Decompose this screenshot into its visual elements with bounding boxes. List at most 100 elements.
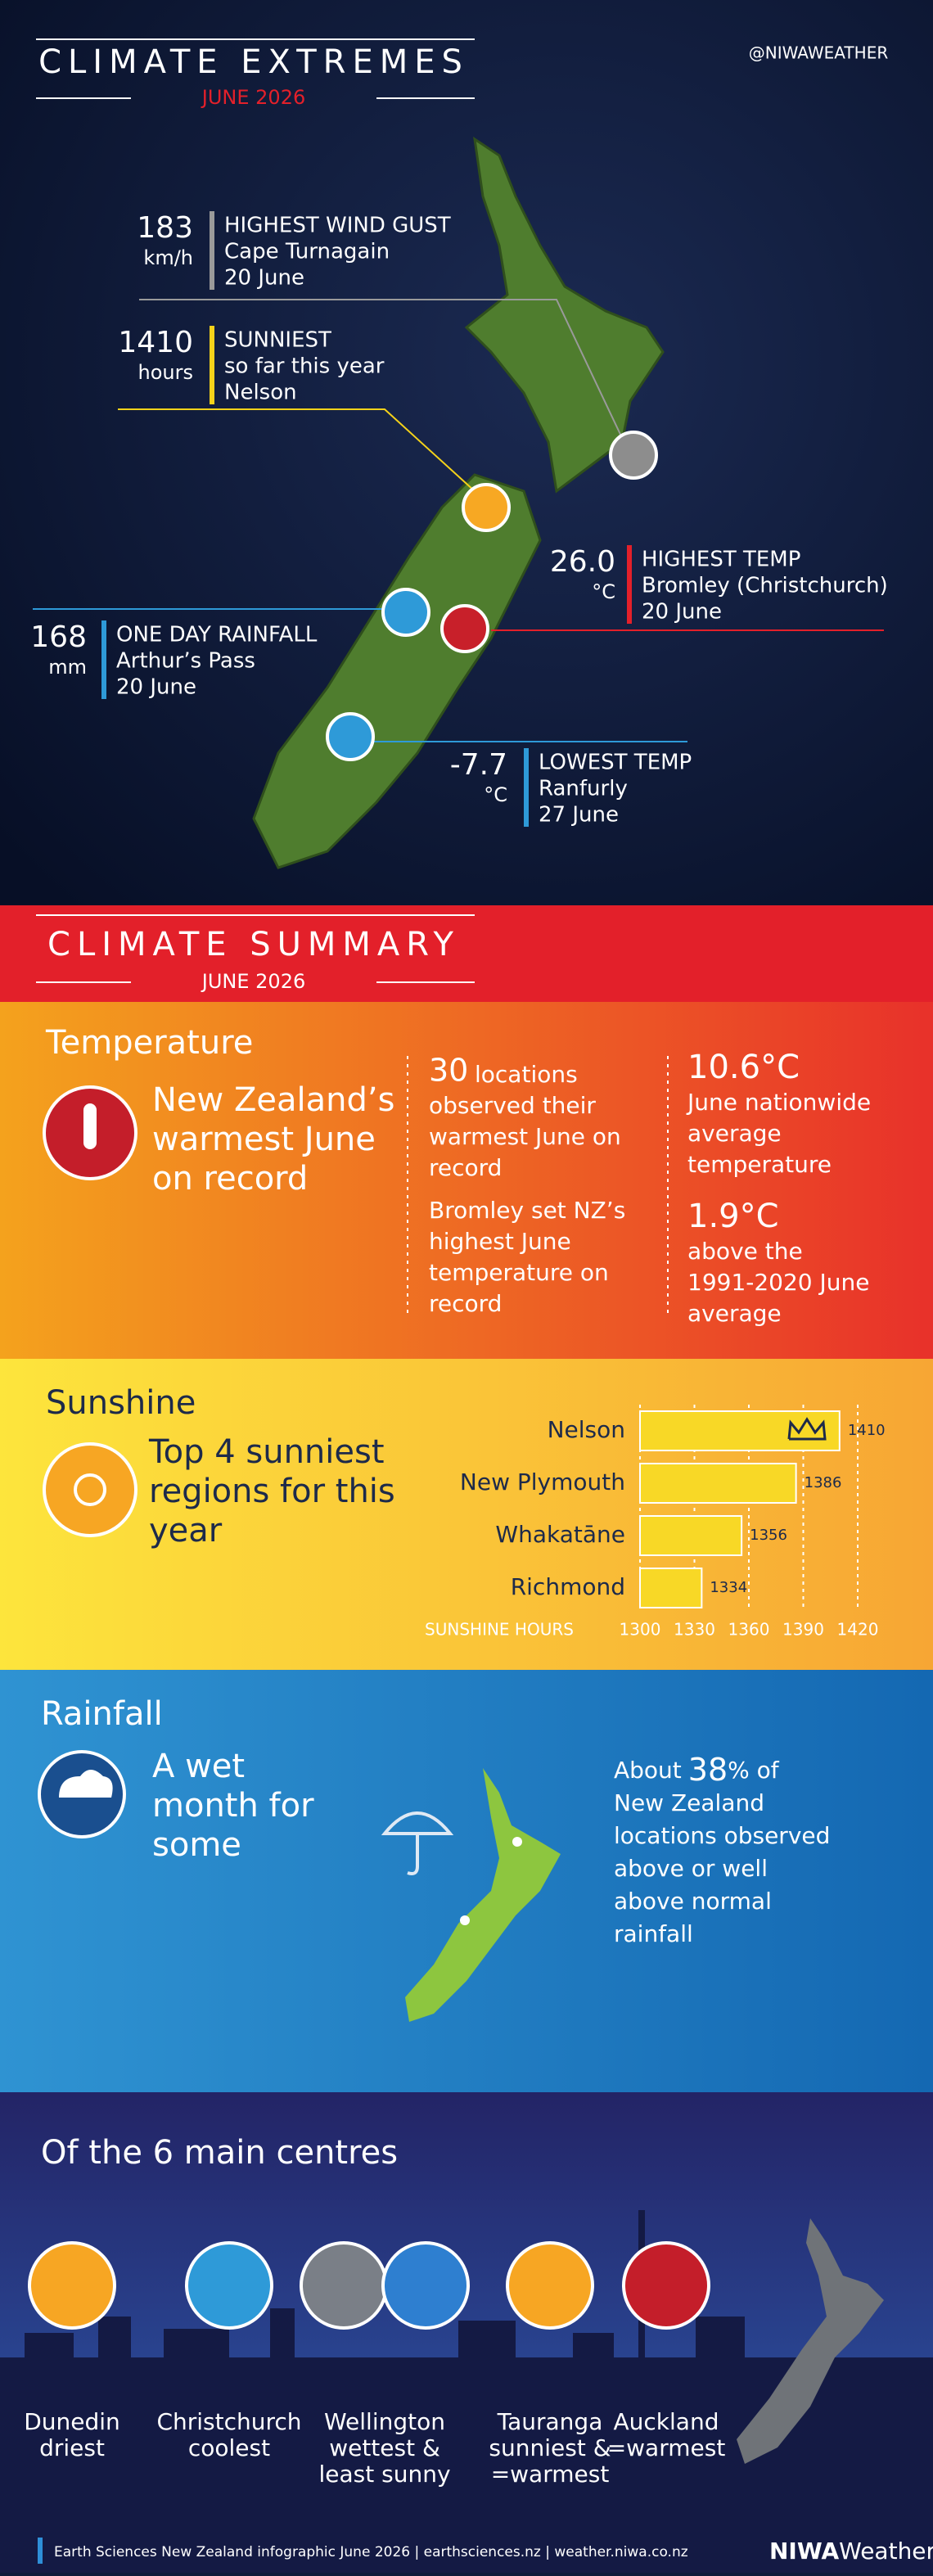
extreme-unit: mm [48, 656, 87, 679]
extreme-value: 168 [30, 620, 87, 654]
temperature-bg [0, 1002, 933, 1359]
extreme-detail: so far this year [224, 354, 385, 379]
extreme-unit: km/h [143, 246, 193, 269]
stat-text: record [429, 1154, 502, 1181]
city-name: Christchurch [156, 2408, 301, 2435]
section-heading: Temperature [45, 1024, 253, 1062]
extreme-detail: 27 June [539, 803, 619, 828]
city-note: sunniest & [489, 2434, 611, 2461]
headline: some [152, 1826, 241, 1864]
leader-line [139, 299, 631, 456]
headline: Top 4 sunniest [148, 1433, 385, 1471]
headline: warmest June [152, 1121, 376, 1158]
stat-text: locations observed [614, 1822, 830, 1849]
stat-text: 1991-2020 June [687, 1269, 870, 1296]
x-tick-label: 1390 [782, 1620, 824, 1640]
stat-text: highest June [429, 1228, 571, 1255]
extreme-detail: Cape Turnagain [224, 240, 390, 264]
x-tick-label: 1330 [674, 1620, 715, 1640]
nz-map-rain [405, 1768, 561, 2022]
x-axis-label: SUNSHINE HOURS [425, 1620, 574, 1640]
map-icon [381, 588, 430, 637]
leader-line [118, 408, 476, 492]
accent-bar [524, 748, 529, 827]
city-note: coolest [188, 2434, 270, 2461]
rain-drop [512, 1837, 522, 1847]
centre-icon [28, 2241, 116, 2330]
summary-title: CLIMATE SUMMARY [47, 926, 460, 963]
extreme-detail: Ranfurly [539, 777, 628, 801]
stat-text: average [687, 1120, 782, 1147]
map-icon [326, 712, 375, 761]
city-name: Wellington [324, 2408, 445, 2435]
subtitle: JUNE 2026 [201, 86, 305, 109]
extreme-detail: Arthur’s Pass [116, 649, 255, 674]
summary-subtitle: JUNE 2026 [201, 970, 305, 993]
bar [639, 1463, 797, 1504]
stat-text: warmest June on [429, 1123, 621, 1150]
extreme-detail: 20 June [116, 675, 196, 700]
extreme-unit: °C [592, 580, 615, 603]
rainfall-bg [0, 1670, 933, 2092]
extreme-detail: Bromley (Christchurch) [642, 574, 888, 598]
stat-text: New Zealand [614, 1789, 764, 1816]
umbrella-icon [381, 1811, 454, 1875]
extreme-value: 26.0 [550, 545, 615, 579]
city-note: =warmest [491, 2461, 610, 2488]
summary-band [0, 905, 933, 1002]
extreme-value: 1410 [118, 326, 193, 359]
stat-text: About 38% of [614, 1752, 780, 1788]
city-name: Auckland [614, 2408, 719, 2435]
x-tick-label: 1360 [728, 1620, 770, 1640]
stat-text: above or well [614, 1855, 768, 1882]
x-tick-label: 1420 [837, 1620, 879, 1640]
bar [639, 1515, 743, 1556]
extremes-bg [0, 0, 933, 905]
cloud [59, 1770, 113, 1798]
stat-text: Bromley set NZ’s [429, 1197, 625, 1224]
extreme-label: HIGHEST WIND GUST [224, 214, 451, 238]
value-label: 1410 [848, 1422, 886, 1439]
stat-big: 30 [429, 1053, 468, 1089]
centre-icon [381, 2241, 470, 2330]
headline: year [149, 1512, 223, 1550]
accent-bar [210, 211, 214, 290]
headline: month for [152, 1787, 314, 1825]
section-heading: Of the 6 main centres [41, 2134, 398, 2172]
centre-icon [185, 2241, 273, 2330]
stat-text: record [429, 1290, 502, 1317]
stat-text: temperature on [429, 1259, 609, 1286]
extreme-unit: hours [138, 361, 193, 384]
extreme-label: LOWEST TEMP [539, 751, 692, 775]
sunshine-icon [43, 1442, 137, 1537]
title: CLIMATE EXTREMES [38, 43, 469, 81]
value-label: 1356 [750, 1527, 787, 1544]
stat-text: rainfall [614, 1920, 693, 1947]
crown [787, 1417, 827, 1441]
city-note: wettest & [329, 2434, 440, 2461]
extreme-unit: °C [484, 783, 507, 806]
map-icon [462, 483, 511, 532]
stat-text: above the [687, 1238, 803, 1265]
thermometer [83, 1103, 97, 1149]
extreme-detail: Nelson [224, 381, 297, 405]
headline: regions for this [149, 1473, 395, 1510]
stat-text: June nationwide [686, 1089, 871, 1116]
map-icon [609, 431, 658, 480]
sun [74, 1473, 106, 1506]
city-note: least sunny [318, 2461, 450, 2488]
category-label: Richmond [511, 1573, 625, 1600]
section-heading: Rainfall [41, 1695, 163, 1733]
stat-text: above normal [614, 1888, 772, 1915]
stat-big: 38 [688, 1752, 728, 1788]
stat-big: 1.9°C [687, 1198, 779, 1235]
stat-text: temperature [687, 1151, 832, 1178]
headline: on record [152, 1160, 308, 1198]
bar [639, 1568, 703, 1608]
bar [639, 1410, 841, 1451]
value-label: 1334 [710, 1579, 747, 1596]
accent-bar [210, 326, 214, 404]
extreme-value: 183 [137, 211, 193, 245]
